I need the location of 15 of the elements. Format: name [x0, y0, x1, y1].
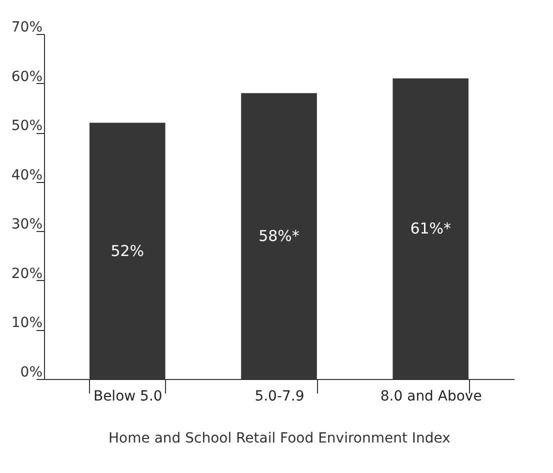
- y-tick-label: 20%: [11, 266, 42, 282]
- y-tick-label: 60%: [11, 68, 42, 85]
- x-axis-title: Home and School Retail Food Environment Index: [108, 430, 450, 446]
- data-label: 61%*: [410, 220, 452, 238]
- x-tick-label: 8.0 and Above: [380, 388, 482, 404]
- x-tick-label: Below 5.0: [93, 388, 162, 404]
- y-tick-label: 30%: [11, 216, 42, 233]
- y-tick-label: 70%: [11, 20, 42, 36]
- y-tick-label: 10%: [11, 315, 42, 332]
- data-label: 58%*: [258, 227, 300, 246]
- x-tick-label: 5.0-7.9: [254, 388, 304, 404]
- y-tick-label: 0%: [20, 364, 42, 380]
- y-tick-label: 40%: [11, 167, 42, 184]
- y-tick-label: 50%: [11, 118, 42, 134]
- data-label: 52%: [110, 242, 144, 260]
